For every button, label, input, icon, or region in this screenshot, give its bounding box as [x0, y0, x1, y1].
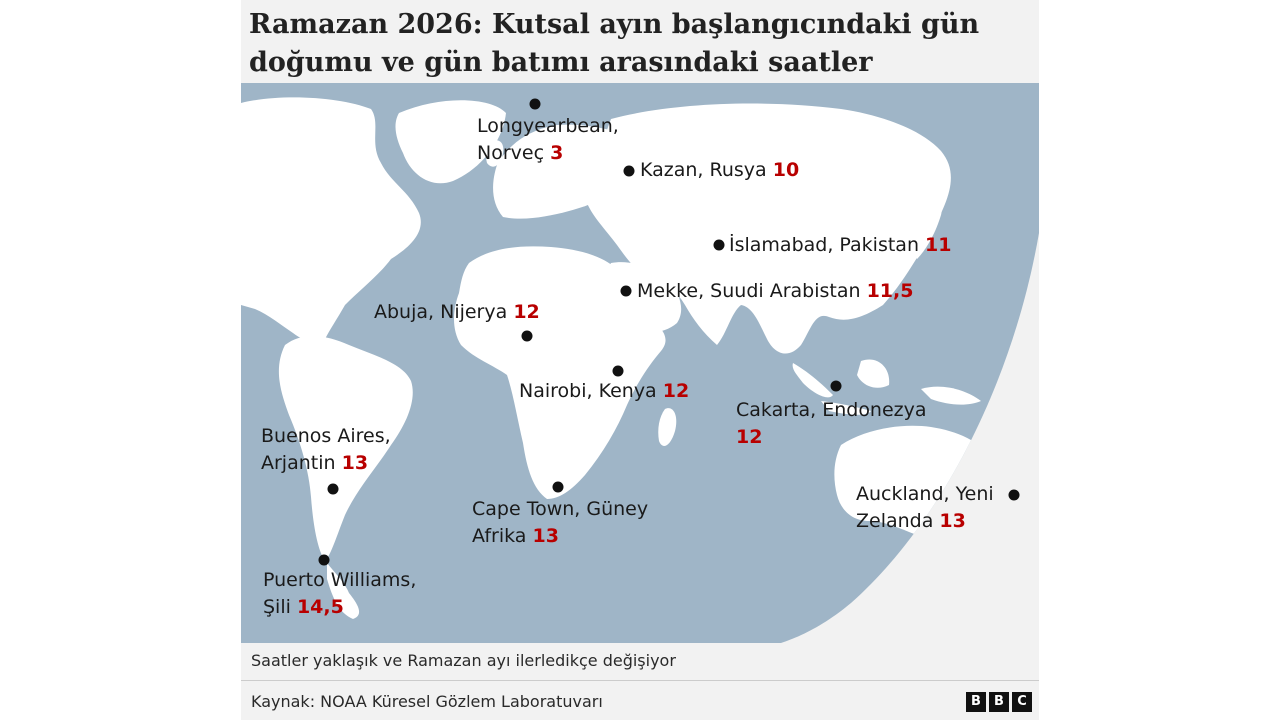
place-name: Cakarta, Endonezya	[736, 399, 927, 421]
marker-puerto-williams	[318, 554, 330, 566]
marker-kazan	[623, 165, 635, 177]
marker-auckland	[1008, 489, 1020, 501]
land-sumatra	[792, 363, 833, 398]
world-map	[241, 83, 1039, 643]
place-name: Kazan, Rusya	[640, 159, 767, 181]
land-greenland	[395, 100, 506, 184]
bbc-logo-letter: B	[989, 692, 1009, 712]
daylight-hours: 12	[662, 380, 690, 402]
daylight-hours: 12	[513, 301, 540, 323]
place-name: Nairobi, Kenya	[519, 380, 657, 402]
page-title: Ramazan 2026: Kutsal ayın başlangıcındak…	[249, 9, 980, 78]
place-label-islamabad: İslamabad, Pakistan 11	[729, 232, 951, 259]
marker-longyearbean	[529, 98, 541, 110]
daylight-hours: 13	[939, 510, 966, 532]
place-name-line2: Zelanda	[856, 510, 934, 532]
daylight-hours: 11,5	[866, 280, 914, 302]
place-name: Abuja, Nijerya	[374, 301, 508, 323]
place-name: Auckland, Yeni	[856, 483, 994, 505]
land-north-america	[241, 97, 421, 342]
marker-cape-town	[552, 481, 564, 493]
infographic-card: Ramazan 2026: Kutsal ayın başlangıcındak…	[241, 0, 1039, 720]
place-label-puerto-williams: Puerto Williams, Şili 14,5	[263, 567, 416, 621]
place-name: Longyearbean,	[477, 115, 619, 137]
land-new-guinea	[921, 386, 981, 405]
place-label-nairobi: Nairobi, Kenya 12	[519, 378, 689, 405]
place-label-kazan: Kazan, Rusya 10	[640, 157, 799, 184]
land-borneo	[857, 359, 890, 388]
place-label-abuja: Abuja, Nijerya 12	[374, 299, 540, 326]
land-tierra-del-fuego	[327, 563, 360, 619]
place-name: Mekke, Suudi Arabistan	[637, 280, 861, 302]
land-south-america	[278, 335, 413, 561]
land-asia	[587, 103, 951, 354]
marker-buenos-aires	[327, 483, 339, 495]
daylight-hours: 11	[925, 234, 952, 256]
place-name: Puerto Williams,	[263, 569, 417, 591]
place-label-buenos-aires: Buenos Aires, Arjantin 13	[261, 423, 391, 477]
footnote: Saatler yaklaşık ve Ramazan ayı ilerledi…	[251, 651, 676, 670]
bbc-logo: B B C	[966, 692, 1032, 712]
place-name-line2: Norveç	[477, 142, 545, 164]
daylight-hours: 13	[341, 452, 369, 474]
daylight-hours: 3	[550, 142, 564, 164]
place-label-longyearbean: Longyearbean, Norveç 3	[477, 113, 619, 167]
place-label-auckland: Auckland, Yeni Zelanda 13	[856, 481, 994, 535]
daylight-hours: 13	[532, 525, 559, 547]
daylight-hours: 14,5	[296, 596, 344, 618]
place-label-mekke: Mekke, Suudi Arabistan 11,5	[637, 278, 913, 305]
land-britain	[485, 140, 504, 167]
location-markers	[318, 98, 1020, 566]
place-name-line2: Şili	[263, 596, 291, 618]
place-name-line2: Afrika	[472, 525, 527, 547]
land-tasmania	[934, 548, 947, 563]
place-name: İslamabad, Pakistan	[729, 234, 919, 256]
marker-abuja	[521, 330, 533, 342]
land-madagascar	[658, 408, 677, 446]
marker-nairobi	[612, 365, 624, 377]
daylight-hours: 10	[772, 159, 800, 181]
place-name: Buenos Aires,	[261, 425, 391, 447]
bbc-logo-letter: B	[966, 692, 986, 712]
divider	[241, 680, 1039, 681]
land-africa	[454, 246, 666, 499]
marker-cakarta	[830, 380, 842, 392]
land-japan	[913, 198, 942, 259]
place-name-line2: Arjantin	[261, 452, 336, 474]
place-label-cape-town: Cape Town, Güney Afrika 13	[472, 496, 648, 550]
place-name: Cape Town, Güney	[472, 498, 649, 520]
place-label-cakarta: Cakarta, Endonezya 12	[736, 397, 927, 451]
daylight-hours: 12	[736, 426, 763, 448]
bbc-logo-letter: C	[1012, 692, 1032, 712]
land-java	[821, 401, 871, 415]
source-credit: Kaynak: NOAA Küresel Gözlem Laboratuvarı	[251, 692, 603, 711]
marker-islamabad	[713, 239, 725, 251]
marker-mekke	[620, 285, 632, 297]
